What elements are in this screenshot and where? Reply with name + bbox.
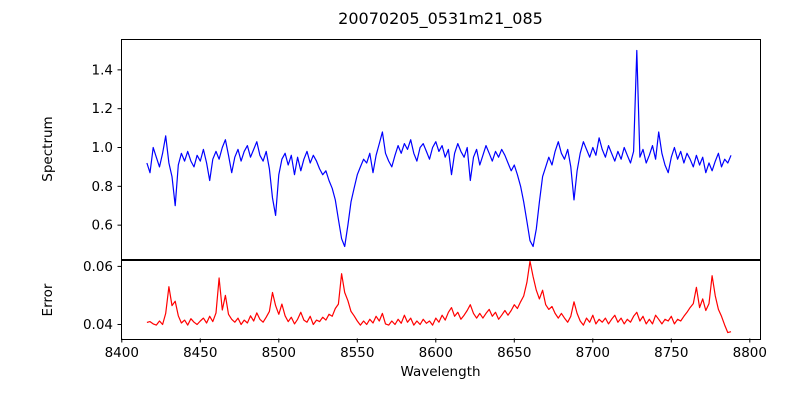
y-tick-label: 1.4 — [92, 62, 113, 78]
x-tick-label: 8800 — [733, 345, 767, 361]
x-tick-label: 8750 — [654, 345, 688, 361]
error-axes-frame — [121, 260, 761, 340]
y-tick-label: 1.2 — [92, 101, 113, 117]
error-line — [146, 260, 732, 334]
x-tick-label: 8600 — [419, 345, 453, 361]
x-tick-label: 8450 — [183, 345, 217, 361]
y-tick-label: 1.0 — [92, 140, 113, 156]
spectrum-axes-frame — [121, 39, 761, 260]
y-tick-label: 0.06 — [83, 259, 113, 275]
x-tick-label: 8700 — [576, 345, 610, 361]
spectrum-line — [146, 49, 732, 248]
x-tick-label: 8650 — [497, 345, 531, 361]
y-tick-label: 0.6 — [92, 218, 113, 234]
x-axis-label: Wavelength — [400, 364, 481, 380]
y-tick-label: 0.04 — [83, 317, 113, 333]
chart-title: 20070205_0531m21_085 — [338, 9, 543, 28]
x-tick-label: 8550 — [340, 345, 374, 361]
x-tick-label: 8500 — [262, 345, 296, 361]
x-tick-label: 8400 — [105, 345, 139, 361]
y-tick-label: 0.8 — [92, 179, 113, 195]
